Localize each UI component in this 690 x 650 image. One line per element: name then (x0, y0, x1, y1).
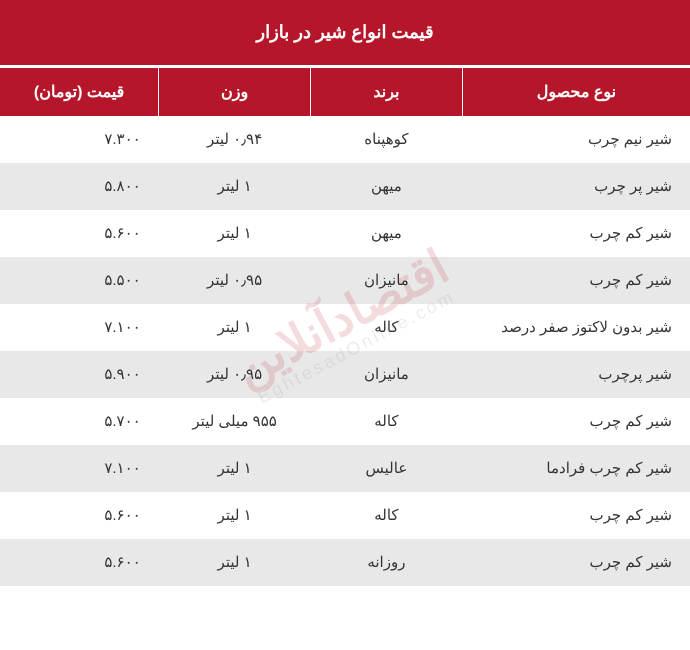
cell-product: شیر بدون لاکتوز صفر درصد (462, 304, 690, 351)
cell-product: شیر کم چرب (462, 210, 690, 257)
cell-brand: کاله (311, 398, 463, 445)
cell-product: شیر کم چرب (462, 398, 690, 445)
col-price: قیمت (تومان) (0, 67, 159, 117)
table-header-row: نوع محصول برند وزن قیمت (تومان) (0, 67, 690, 117)
cell-brand: مانیزان (311, 351, 463, 398)
milk-price-table: قیمت انواع شیر در بازار نوع محصول برند و… (0, 0, 690, 586)
price-table-container: قیمت انواع شیر در بازار نوع محصول برند و… (0, 0, 690, 650)
cell-weight: ۰٫۹۴ لیتر (159, 116, 311, 163)
cell-product: شیر نیم چرب (462, 116, 690, 163)
cell-product: شیر پر چرب (462, 163, 690, 210)
table-row: شیر کم چرب فرادما عالیس ۱ لیتر ۷.۱۰۰ (0, 445, 690, 492)
cell-product: شیر کم چرب (462, 492, 690, 539)
table-row: شیر کم چرب میهن ۱ لیتر ۵.۶۰۰ (0, 210, 690, 257)
cell-price: ۷.۱۰۰ (0, 304, 159, 351)
table-row: شیر کم چرب کاله ۱ لیتر ۵.۶۰۰ (0, 492, 690, 539)
cell-weight: ۱ لیتر (159, 304, 311, 351)
cell-weight: ۱ لیتر (159, 445, 311, 492)
cell-price: ۵.۷۰۰ (0, 398, 159, 445)
table-row: شیر پر چرب میهن ۱ لیتر ۵.۸۰۰ (0, 163, 690, 210)
cell-weight: ۰٫۹۵ لیتر (159, 351, 311, 398)
cell-weight: ۱ لیتر (159, 539, 311, 586)
cell-brand: میهن (311, 163, 463, 210)
cell-brand: میهن (311, 210, 463, 257)
table-row: شیر کم چرب مانیزان ۰٫۹۵ لیتر ۵.۵۰۰ (0, 257, 690, 304)
table-row: شیر کم چرب روزانه ۱ لیتر ۵.۶۰۰ (0, 539, 690, 586)
cell-weight: ۹۵۵ میلی لیتر (159, 398, 311, 445)
table-title: قیمت انواع شیر در بازار (0, 0, 690, 67)
table-row: شیر بدون لاکتوز صفر درصد کاله ۱ لیتر ۷.۱… (0, 304, 690, 351)
cell-price: ۵.۵۰۰ (0, 257, 159, 304)
cell-brand: کاله (311, 304, 463, 351)
cell-weight: ۱ لیتر (159, 163, 311, 210)
cell-price: ۵.۶۰۰ (0, 492, 159, 539)
table-title-row: قیمت انواع شیر در بازار (0, 0, 690, 67)
col-brand: برند (311, 67, 463, 117)
cell-price: ۵.۹۰۰ (0, 351, 159, 398)
cell-weight: ۰٫۹۵ لیتر (159, 257, 311, 304)
cell-product: شیر پرچرب (462, 351, 690, 398)
cell-price: ۵.۸۰۰ (0, 163, 159, 210)
cell-brand: کاله (311, 492, 463, 539)
cell-weight: ۱ لیتر (159, 210, 311, 257)
cell-brand: روزانه (311, 539, 463, 586)
cell-price: ۷.۳۰۰ (0, 116, 159, 163)
cell-brand: کوهپناه (311, 116, 463, 163)
cell-product: شیر کم چرب فرادما (462, 445, 690, 492)
table-row: شیر کم چرب کاله ۹۵۵ میلی لیتر ۵.۷۰۰ (0, 398, 690, 445)
table-row: شیر نیم چرب کوهپناه ۰٫۹۴ لیتر ۷.۳۰۰ (0, 116, 690, 163)
cell-product: شیر کم چرب (462, 539, 690, 586)
cell-price: ۷.۱۰۰ (0, 445, 159, 492)
cell-brand: مانیزان (311, 257, 463, 304)
cell-product: شیر کم چرب (462, 257, 690, 304)
cell-price: ۵.۶۰۰ (0, 539, 159, 586)
cell-weight: ۱ لیتر (159, 492, 311, 539)
table-row: شیر پرچرب مانیزان ۰٫۹۵ لیتر ۵.۹۰۰ (0, 351, 690, 398)
cell-price: ۵.۶۰۰ (0, 210, 159, 257)
col-weight: وزن (159, 67, 311, 117)
table-body: شیر نیم چرب کوهپناه ۰٫۹۴ لیتر ۷.۳۰۰ شیر … (0, 116, 690, 586)
col-product: نوع محصول (462, 67, 690, 117)
cell-brand: عالیس (311, 445, 463, 492)
